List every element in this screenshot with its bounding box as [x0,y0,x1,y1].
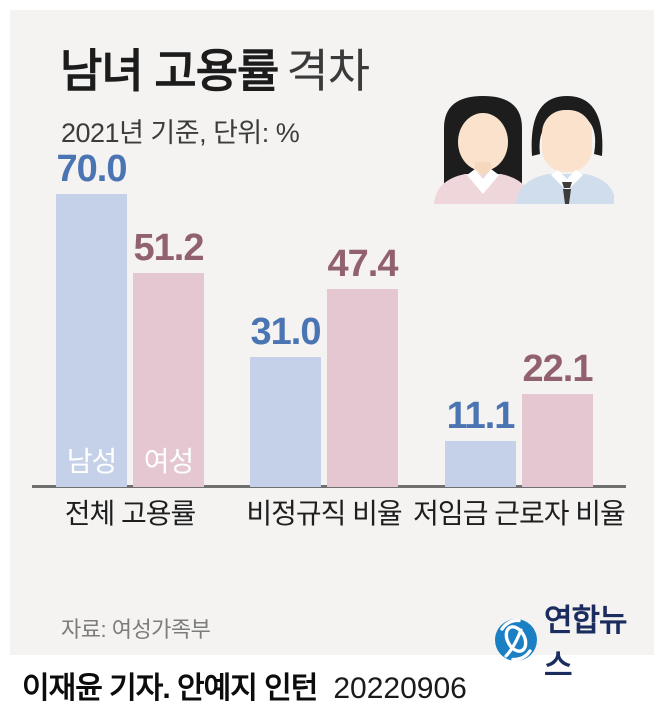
category-label-1: 비정규직 비율 [246,498,402,529]
people-icons [434,90,616,204]
yonhap-logo-text: 연합뉴스 [543,603,628,683]
bar-value-female-0: 51.2 [133,227,205,269]
bar-male-0 [56,194,127,487]
yonhap-globe-icon [494,618,537,662]
woman-man-icon [434,96,616,204]
bar-male-1 [250,357,321,487]
bar-female-0 [133,273,204,487]
bar-value-female-2: 22.1 [522,348,594,390]
source-label: 자료: 여성가족부 [61,617,211,642]
category-label-0: 전체 고용률 [64,498,197,529]
infographic-card: 남녀 고용률 격차 2021년 기준, 단위: % [10,10,654,683]
bar-value-male-1: 31.0 [250,311,322,353]
bar-female-1 [327,289,398,487]
woman-icon [434,96,532,204]
bar-female-2 [522,394,593,487]
bar-value-male-0: 70.0 [56,148,128,190]
legend-female: 여성 [143,446,195,477]
byline: 이재윤 기자. 안예지 인턴 20220906 [22,663,467,707]
bar-value-female-1: 47.4 [327,243,399,285]
byline-date: 20220906 [333,672,467,705]
chart-subtitle: 2021년 기준, 단위: % [61,118,300,148]
title-light: 격차 [286,45,370,97]
byline-credit: 이재윤 기자. 안예지 인턴 [22,672,318,705]
legend-male: 남성 [66,446,118,477]
yonhap-logo: 연합뉴스 [492,595,654,685]
man-icon [516,96,616,204]
title-bold: 남녀 고용률 [60,45,279,97]
bar-value-male-2: 11.1 [446,395,516,437]
category-label-2: 저임금 근로자 비율 [413,498,626,529]
page-title: 남녀 고용률 격차 [60,44,370,99]
bar-male-2 [445,441,516,487]
